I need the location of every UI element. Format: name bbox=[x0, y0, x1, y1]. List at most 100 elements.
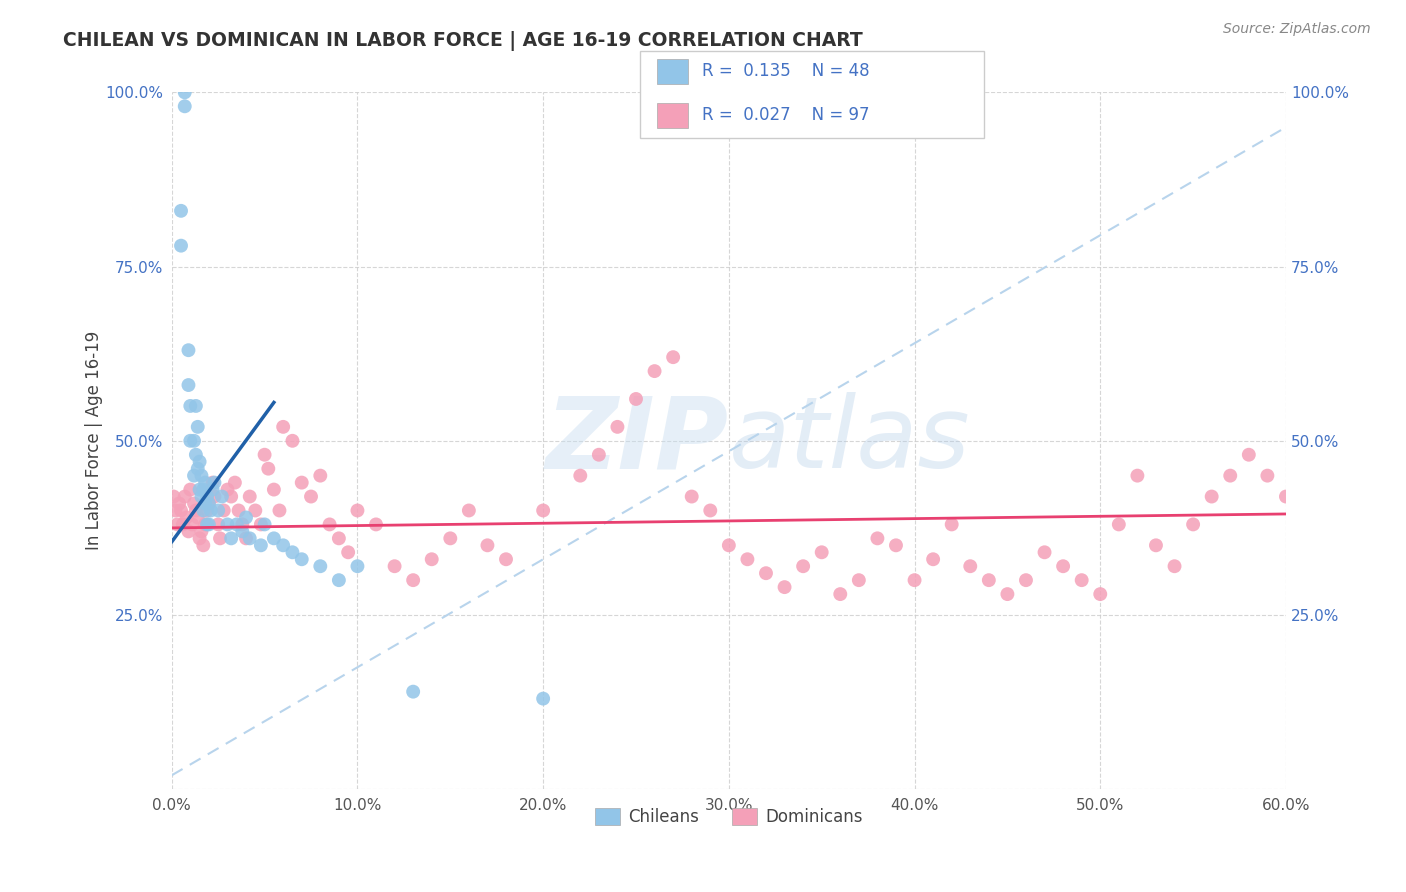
Point bbox=[318, 517, 340, 532]
Point bbox=[193, 503, 215, 517]
Point bbox=[162, 490, 184, 504]
Point bbox=[198, 496, 221, 510]
Point bbox=[328, 532, 350, 546]
Point bbox=[167, 496, 190, 510]
Point bbox=[1219, 468, 1241, 483]
Point bbox=[184, 399, 207, 413]
Point bbox=[184, 503, 207, 517]
Point bbox=[263, 483, 285, 497]
Point bbox=[420, 552, 443, 566]
Point bbox=[1033, 545, 1056, 559]
Point bbox=[187, 461, 209, 475]
Text: R =  0.135    N = 48: R = 0.135 N = 48 bbox=[702, 62, 869, 80]
Point bbox=[179, 483, 201, 497]
Point bbox=[531, 691, 554, 706]
Point bbox=[179, 399, 201, 413]
Point bbox=[531, 503, 554, 517]
Point bbox=[235, 510, 257, 524]
Y-axis label: In Labor Force | Age 16-19: In Labor Force | Age 16-19 bbox=[86, 331, 103, 550]
Point bbox=[183, 496, 205, 510]
Point bbox=[176, 510, 198, 524]
Legend: Chileans, Dominicans: Chileans, Dominicans bbox=[588, 802, 870, 833]
Point bbox=[1015, 573, 1038, 587]
Point bbox=[195, 490, 218, 504]
Point bbox=[193, 538, 215, 552]
Point bbox=[217, 517, 239, 532]
Point bbox=[346, 503, 368, 517]
Point bbox=[309, 468, 332, 483]
Point bbox=[477, 538, 499, 552]
Point bbox=[212, 503, 235, 517]
Point bbox=[253, 448, 276, 462]
Point bbox=[165, 503, 187, 517]
Point bbox=[201, 483, 224, 497]
Point bbox=[977, 573, 1000, 587]
Point bbox=[1237, 448, 1260, 462]
Text: CHILEAN VS DOMINICAN IN LABOR FORCE | AGE 16-19 CORRELATION CHART: CHILEAN VS DOMINICAN IN LABOR FORCE | AG… bbox=[63, 31, 863, 51]
Point bbox=[364, 517, 387, 532]
Point bbox=[217, 483, 239, 497]
Point bbox=[269, 503, 291, 517]
Point bbox=[188, 455, 211, 469]
Point bbox=[291, 475, 314, 490]
Point bbox=[177, 524, 200, 539]
Point bbox=[204, 475, 226, 490]
Point bbox=[1275, 490, 1298, 504]
Point bbox=[346, 559, 368, 574]
Point bbox=[198, 517, 221, 532]
Point bbox=[184, 448, 207, 462]
Point bbox=[198, 496, 221, 510]
Point bbox=[177, 343, 200, 358]
Point bbox=[235, 532, 257, 546]
Point bbox=[1256, 468, 1278, 483]
Point bbox=[439, 532, 461, 546]
Point bbox=[225, 517, 247, 532]
Point bbox=[194, 496, 217, 510]
Point bbox=[717, 538, 740, 552]
Point bbox=[1126, 468, 1149, 483]
Point bbox=[337, 545, 360, 559]
Point bbox=[170, 238, 193, 252]
Point bbox=[959, 559, 981, 574]
Point bbox=[219, 490, 242, 504]
Point bbox=[1144, 538, 1167, 552]
Point bbox=[681, 490, 703, 504]
Point bbox=[773, 580, 796, 594]
Point bbox=[224, 475, 246, 490]
Point bbox=[997, 587, 1019, 601]
Point bbox=[172, 517, 194, 532]
Point bbox=[1163, 559, 1185, 574]
Point bbox=[187, 420, 209, 434]
Text: atlas: atlas bbox=[728, 392, 970, 490]
Point bbox=[1052, 559, 1074, 574]
Point bbox=[228, 503, 250, 517]
Point bbox=[271, 538, 294, 552]
Point bbox=[848, 573, 870, 587]
Point bbox=[190, 490, 212, 504]
Point bbox=[922, 552, 945, 566]
Point bbox=[402, 684, 425, 698]
Point bbox=[207, 503, 229, 517]
Point bbox=[170, 203, 193, 218]
Point bbox=[271, 420, 294, 434]
Point bbox=[737, 552, 759, 566]
Point bbox=[792, 559, 814, 574]
Point bbox=[208, 532, 231, 546]
Point bbox=[662, 350, 685, 364]
Point bbox=[183, 434, 205, 448]
Point bbox=[1201, 490, 1223, 504]
Point bbox=[941, 517, 963, 532]
Point bbox=[1182, 517, 1205, 532]
Text: Source: ZipAtlas.com: Source: ZipAtlas.com bbox=[1223, 22, 1371, 37]
Point bbox=[250, 538, 273, 552]
Text: R =  0.027    N = 97: R = 0.027 N = 97 bbox=[702, 106, 869, 124]
Point bbox=[606, 420, 628, 434]
Point bbox=[903, 573, 925, 587]
Point bbox=[281, 434, 304, 448]
Point bbox=[193, 483, 215, 497]
Point bbox=[177, 378, 200, 392]
Point bbox=[166, 517, 188, 532]
Point bbox=[588, 448, 610, 462]
Point bbox=[1090, 587, 1112, 601]
Point bbox=[866, 532, 889, 546]
